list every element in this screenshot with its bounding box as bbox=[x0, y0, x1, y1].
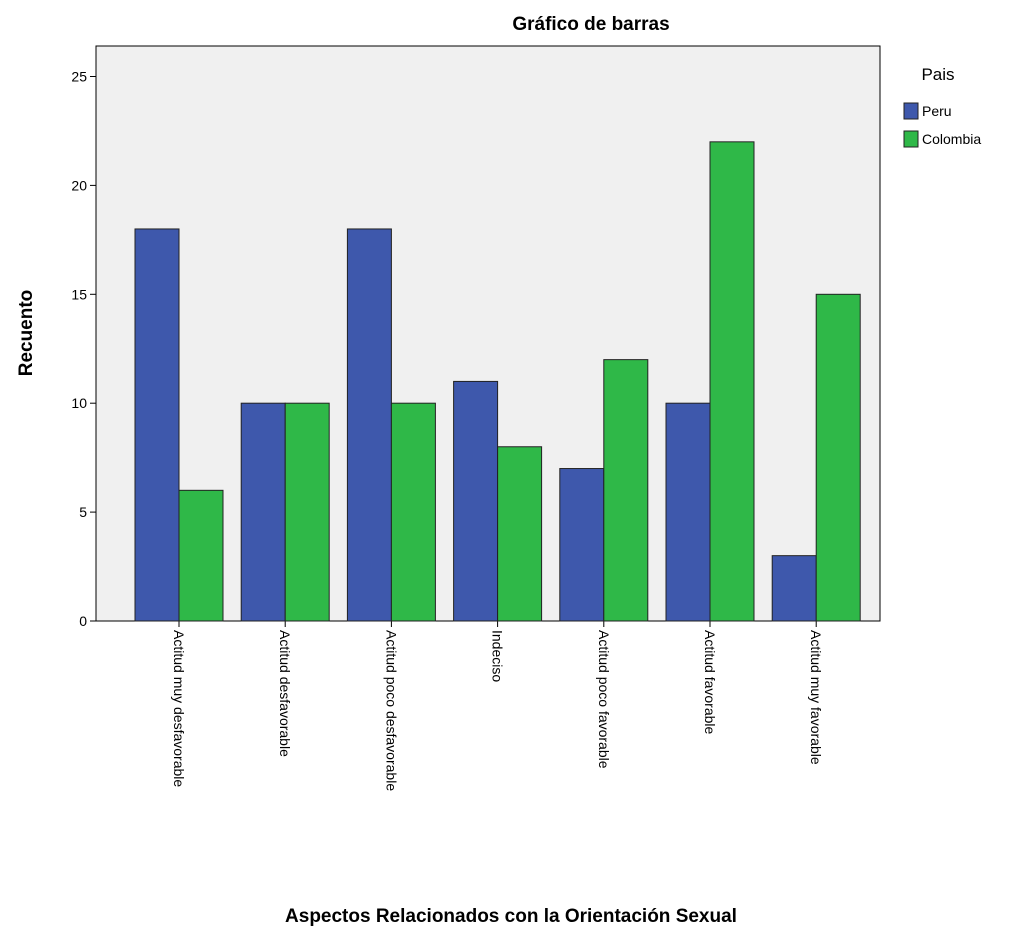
x-tick-label: Actitud muy desfavorable bbox=[171, 630, 187, 787]
y-tick-label: 10 bbox=[71, 395, 87, 411]
bar bbox=[178, 489, 224, 622]
y-tick-label: 25 bbox=[71, 68, 87, 84]
y-tick-label: 20 bbox=[71, 177, 87, 193]
bar bbox=[134, 228, 180, 622]
x-tick-label: Actitud desfavorable bbox=[277, 630, 293, 757]
bar bbox=[559, 468, 605, 622]
bar bbox=[453, 380, 499, 622]
y-tick-label: 5 bbox=[79, 504, 87, 520]
bar bbox=[665, 402, 711, 622]
bar bbox=[709, 141, 755, 622]
legend-swatch bbox=[903, 130, 919, 148]
x-tick-label: Actitud poco desfavorable bbox=[383, 630, 399, 791]
bar bbox=[346, 228, 392, 622]
bar bbox=[284, 402, 330, 622]
x-tick-label: Actitud favorable bbox=[702, 630, 718, 734]
legend-label: Peru bbox=[922, 103, 952, 119]
x-tick-label: Actitud poco favorable bbox=[596, 630, 612, 769]
x-axis-title: Aspectos Relacionados con la Orientación… bbox=[285, 906, 737, 927]
x-tick-label: Actitud muy favorable bbox=[808, 630, 824, 765]
bar bbox=[497, 446, 543, 622]
legend-swatch bbox=[903, 102, 919, 120]
y-tick-label: 15 bbox=[71, 286, 87, 302]
bar bbox=[815, 293, 861, 622]
chart-title: Gráfico de barras bbox=[512, 14, 669, 35]
bar bbox=[390, 402, 436, 622]
bar bbox=[240, 402, 286, 622]
y-axis-title: Recuento bbox=[16, 290, 37, 377]
legend-title: Pais bbox=[921, 65, 954, 84]
x-tick-label: Indeciso bbox=[490, 630, 506, 682]
y-tick-label: 0 bbox=[79, 613, 87, 629]
legend-label: Colombia bbox=[922, 131, 981, 147]
bar bbox=[771, 555, 817, 622]
bar bbox=[603, 359, 649, 622]
